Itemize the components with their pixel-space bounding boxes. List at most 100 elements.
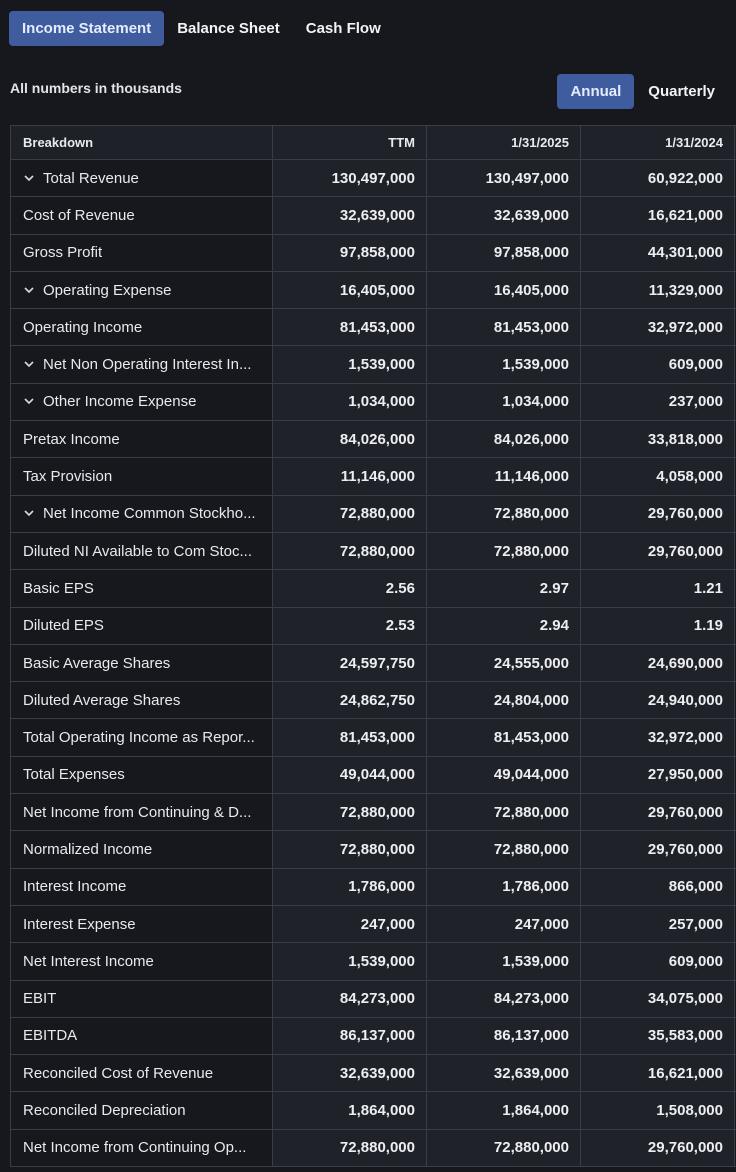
- row-label-cell: Operating Income: [10, 309, 273, 346]
- row-label: Net Income Common Stockho...: [43, 505, 256, 523]
- value-ttm: 72,880,000: [273, 831, 427, 868]
- row-label: Other Income Expense: [43, 393, 197, 411]
- value-period-1: 81,453,000: [427, 719, 581, 756]
- annual-button[interactable]: Annual: [557, 74, 635, 109]
- chevron-down-icon[interactable]: [24, 286, 38, 294]
- value-period-2: 34,075,000: [581, 980, 735, 1017]
- row-label-cell: Gross Profit: [10, 234, 273, 271]
- value-period-2: 609,000: [581, 346, 735, 383]
- value-period-1: 24,555,000: [427, 644, 581, 682]
- value-period-2: 11,329,000: [581, 271, 735, 309]
- value-ttm: 1,539,000: [273, 346, 427, 383]
- value-period-2: 27,950,000: [581, 756, 735, 794]
- value-ttm: 32,639,000: [273, 1055, 427, 1092]
- value-period-2: 866,000: [581, 868, 735, 905]
- table-row: Basic EPS 2.56 2.97 1.21: [10, 570, 736, 608]
- value-ttm: 72,880,000: [273, 495, 427, 532]
- value-period-1: 72,880,000: [427, 794, 581, 831]
- period-toggle: Annual Quarterly: [557, 74, 728, 109]
- row-label: Total Operating Income as Repor...: [23, 729, 255, 747]
- value-ttm: 11,146,000: [273, 458, 427, 495]
- value-ttm: 1,786,000: [273, 868, 427, 905]
- row-label-cell: Tax Provision: [10, 458, 273, 495]
- value-period-2: 29,760,000: [581, 794, 735, 831]
- value-period-2: 24,690,000: [581, 644, 735, 682]
- value-period-1: 72,880,000: [427, 1129, 581, 1167]
- value-period-2: 609,000: [581, 943, 735, 980]
- row-label-cell[interactable]: Net Non Operating Interest In...: [10, 346, 273, 383]
- table-row: Total Operating Income as Repor... 81,453…: [10, 719, 736, 757]
- row-label: Reconciled Depreciation: [23, 1102, 186, 1120]
- table-row: Total Expenses 49,044,000 49,044,000 27,950…: [10, 756, 736, 795]
- table-row: Normalized Income 72,880,000 72,880,000 29,…: [10, 831, 736, 869]
- value-period-1: 32,639,000: [427, 1055, 581, 1092]
- row-label: EBITDA: [23, 1027, 78, 1045]
- header-period-2: 1/31/2024: [581, 126, 735, 159]
- tab-income-statement[interactable]: Income Statement: [9, 11, 165, 46]
- row-label-cell: Net Interest Income: [10, 943, 273, 980]
- quarterly-button[interactable]: Quarterly: [648, 83, 715, 100]
- row-label: Pretax Income: [23, 430, 120, 448]
- row-label-cell[interactable]: Other Income Expense: [10, 383, 273, 421]
- value-period-2: 16,621,000: [581, 197, 735, 234]
- value-ttm: 72,880,000: [273, 532, 427, 570]
- table-row: Interest Expense 247,000 247,000 257,000: [10, 905, 736, 944]
- table-row: Net Income from Continuing Op... 72,880,0…: [10, 1129, 736, 1168]
- value-period-2: 32,972,000: [581, 309, 735, 346]
- value-ttm: 86,137,000: [273, 1017, 427, 1055]
- row-label-cell: Interest Income: [10, 868, 273, 905]
- table-row: Basic Average Shares 24,597,750 24,555,000…: [10, 644, 736, 683]
- value-period-1: 16,405,000: [427, 271, 581, 309]
- value-period-2: 29,760,000: [581, 532, 735, 570]
- value-ttm: 24,862,750: [273, 682, 427, 719]
- row-label-cell[interactable]: Total Revenue: [10, 160, 273, 197]
- row-label-cell: Net Income from Continuing Op...: [10, 1129, 273, 1167]
- row-label: Total Expenses: [23, 766, 125, 784]
- table-row: Other Income Expense 1,034,000 1,034,000 23…: [10, 383, 736, 422]
- table-row: Total Revenue 130,497,000 130,497,000 60,92…: [10, 160, 736, 198]
- row-label: Total Revenue: [43, 169, 139, 187]
- table-row: Reconciled Depreciation 1,864,000 1,864,00…: [10, 1092, 736, 1130]
- value-ttm: 72,880,000: [273, 794, 427, 831]
- table-row: Tax Provision 11,146,000 11,146,000 4,058,0…: [10, 458, 736, 496]
- units-note: All numbers in thousands: [10, 80, 182, 96]
- value-period-2: 4,058,000: [581, 458, 735, 495]
- row-label-cell[interactable]: Net Income Common Stockho...: [10, 495, 273, 532]
- value-period-2: 1.21: [581, 570, 735, 607]
- value-period-2: 35,583,000: [581, 1017, 735, 1055]
- row-label: Basic Average Shares: [23, 654, 171, 672]
- value-period-1: 1,864,000: [427, 1092, 581, 1129]
- tab-balance-sheet[interactable]: Balance Sheet: [177, 20, 280, 37]
- financials-table: Breakdown TTM 1/31/2025 1/31/2024 Total …: [10, 125, 736, 1168]
- row-label: EBIT: [23, 990, 57, 1008]
- row-label-cell: Total Expenses: [10, 756, 273, 794]
- row-label-cell[interactable]: Operating Expense: [10, 271, 273, 309]
- table-row: EBIT 84,273,000 84,273,000 34,075,000: [10, 980, 736, 1018]
- chevron-down-icon[interactable]: [24, 361, 38, 368]
- chevron-down-icon[interactable]: [24, 510, 38, 517]
- table-row: Gross Profit 97,858,000 97,858,000 44,301,0…: [10, 234, 736, 272]
- table-row: Pretax Income 84,026,000 84,026,000 33,818,…: [10, 421, 736, 459]
- value-period-2: 33,818,000: [581, 421, 735, 458]
- value-ttm: 2.56: [273, 570, 427, 607]
- row-label: Gross Profit: [23, 244, 103, 262]
- row-label-cell: Diluted NI Available to Com Stoc...: [10, 532, 273, 570]
- row-label: Net Interest Income: [23, 952, 154, 970]
- table-header-row: Breakdown TTM 1/31/2025 1/31/2024: [10, 126, 736, 160]
- chevron-down-icon[interactable]: [24, 175, 38, 182]
- value-period-2: 44,301,000: [581, 234, 735, 271]
- header-breakdown: Breakdown: [10, 126, 273, 159]
- value-period-1: 24,804,000: [427, 682, 581, 719]
- value-ttm: 81,453,000: [273, 719, 427, 756]
- value-ttm: 84,026,000: [273, 421, 427, 458]
- tab-cash-flow[interactable]: Cash Flow: [305, 20, 381, 37]
- row-label: Interest Expense: [23, 915, 136, 933]
- header-period-1: 1/31/2025: [427, 126, 581, 159]
- row-label-cell: EBIT: [10, 980, 273, 1017]
- row-label-cell: Cost of Revenue: [10, 197, 273, 234]
- value-period-2: 1,508,000: [581, 1092, 735, 1129]
- chevron-down-icon[interactable]: [24, 398, 38, 405]
- table-row: Diluted EPS 2.53 2.94 1.19: [10, 607, 736, 645]
- row-label: Tax Provision: [23, 468, 113, 486]
- table-row: Diluted Average Shares 24,862,750 24,804,0…: [10, 682, 736, 720]
